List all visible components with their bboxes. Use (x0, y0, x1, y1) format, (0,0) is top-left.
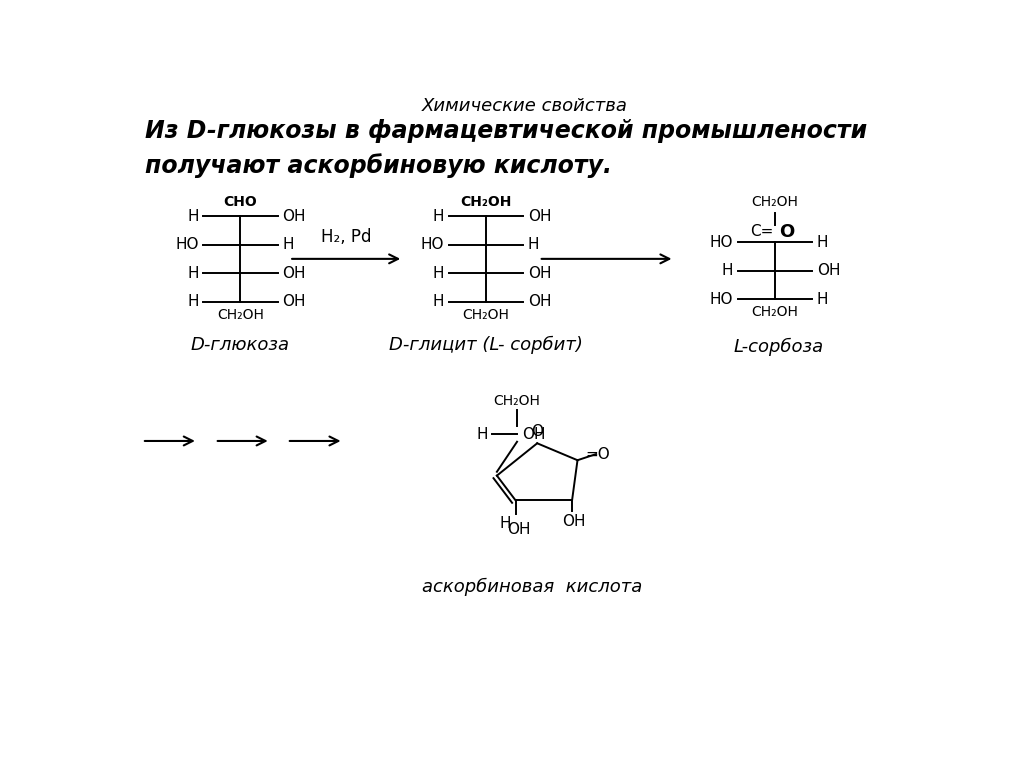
Text: C=: C= (751, 224, 773, 239)
Text: получают аскорбиновую кислоту.: получают аскорбиновую кислоту. (145, 154, 612, 178)
Text: H: H (500, 515, 511, 531)
Text: H: H (476, 426, 487, 442)
Text: O: O (531, 424, 543, 439)
Text: CHO: CHO (223, 195, 257, 209)
Text: CH₂OH: CH₂OH (752, 306, 799, 319)
Text: D-глюкоза: D-глюкоза (190, 336, 290, 354)
Text: OH: OH (283, 209, 306, 223)
Text: H: H (817, 292, 828, 306)
Text: H: H (817, 235, 828, 250)
Text: HO: HO (175, 237, 199, 252)
Text: HO: HO (710, 292, 733, 306)
Text: HO: HO (421, 237, 444, 252)
Text: H₂, Pd: H₂, Pd (321, 228, 372, 246)
Text: H: H (187, 209, 199, 223)
Text: H: H (433, 209, 444, 223)
Text: D-глицит (L- сорбит): D-глицит (L- сорбит) (389, 336, 583, 355)
Text: OH: OH (283, 294, 306, 309)
Text: CH₂OH: CH₂OH (752, 195, 799, 209)
Text: H: H (187, 294, 199, 309)
Text: Химические свойства: Химические свойства (422, 97, 628, 115)
Text: CH₂OH: CH₂OH (463, 308, 510, 322)
Text: =O: =O (586, 446, 610, 462)
Text: OH: OH (528, 294, 551, 309)
Text: H: H (722, 263, 733, 278)
Text: OH: OH (521, 426, 545, 442)
Text: OH: OH (283, 266, 306, 280)
Text: H: H (187, 266, 199, 280)
Text: OH: OH (508, 521, 531, 537)
Text: L-сорбоза: L-сорбоза (734, 338, 824, 356)
Text: аскорбиновая  кислота: аскорбиновая кислота (423, 578, 643, 595)
Text: CH₂OH: CH₂OH (494, 394, 541, 408)
Text: H: H (528, 237, 540, 252)
Text: OH: OH (528, 266, 551, 280)
Text: CH₂OH: CH₂OH (461, 195, 512, 209)
Text: HO: HO (710, 235, 733, 250)
Text: O: O (779, 223, 795, 240)
Text: H: H (433, 294, 444, 309)
Text: CH₂OH: CH₂OH (217, 308, 264, 322)
Text: H: H (433, 266, 444, 280)
Text: H: H (283, 237, 294, 252)
Text: OH: OH (562, 514, 586, 529)
Text: Из D-глюкозы в фармацевтической промышлености: Из D-глюкозы в фармацевтической промышле… (145, 119, 867, 143)
Text: OH: OH (817, 263, 841, 278)
Text: OH: OH (528, 209, 551, 223)
